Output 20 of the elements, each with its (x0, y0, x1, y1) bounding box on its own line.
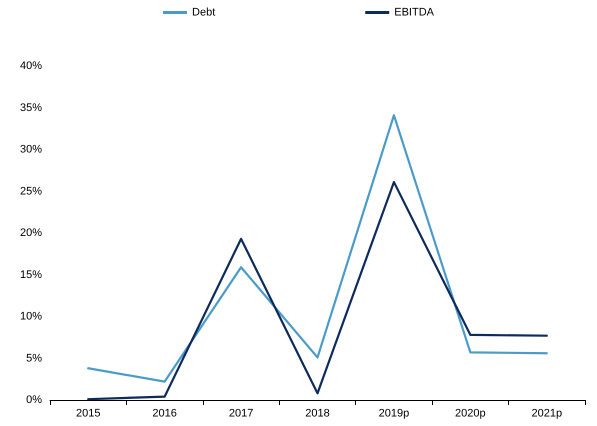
y-tick-label: 20% (20, 227, 42, 239)
y-tick-label: 0% (26, 394, 42, 406)
y-tick-label: 25% (20, 185, 42, 198)
y-tick-label: 35% (20, 102, 42, 114)
x-tick-label: 2017 (228, 408, 254, 420)
line-series (87, 114, 548, 383)
x-tick-label: 2020p (455, 408, 486, 420)
x-tick-label: 2021p (531, 408, 562, 420)
x-tick-label: 2019p (378, 408, 410, 420)
y-tick-label: 5% (26, 352, 42, 364)
x-tick-label: 2016 (152, 408, 177, 420)
line-series (87, 180, 548, 400)
y-tick-label: 10% (20, 310, 42, 322)
legend-label: Debt (192, 6, 216, 18)
y-tick-label: 30% (20, 144, 42, 156)
legend-label: EBITDA (394, 6, 435, 18)
y-tick-label: 40% (20, 60, 42, 72)
x-tick-label: 2015 (76, 408, 100, 420)
x-tick-label: 2018 (305, 408, 330, 420)
y-tick-label: 15% (20, 268, 42, 281)
